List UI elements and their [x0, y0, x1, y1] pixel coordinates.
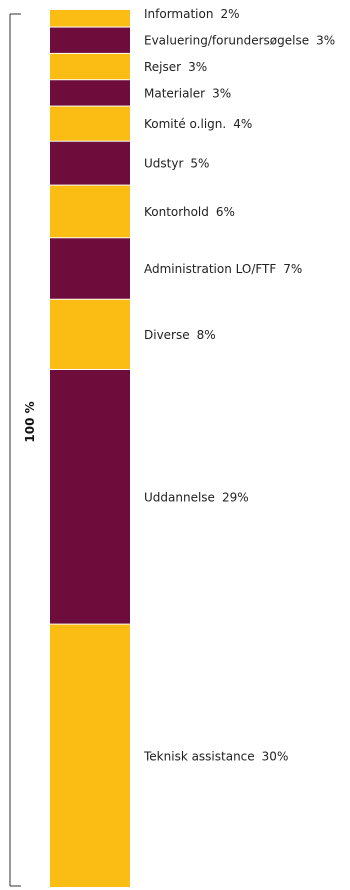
bar-segment [50, 27, 130, 53]
segment-value: 8% [197, 328, 216, 342]
segment-name: Information [144, 7, 213, 21]
bar-segment [50, 141, 130, 185]
segment-name: Evaluering/forundersøgelse [144, 34, 309, 48]
total-bracket [9, 13, 21, 887]
bar-segment [50, 10, 130, 27]
segment-value: 29% [222, 490, 249, 504]
total-label-background [20, 398, 40, 446]
segment-name: Rejser [144, 60, 181, 74]
bar-segment [50, 106, 130, 141]
segment-label: Komité o.lign. 4% [144, 117, 252, 131]
segment-name: Diverse [144, 328, 190, 342]
segment-name: Materialer [144, 87, 205, 101]
segment-value: 3% [316, 34, 335, 48]
bar-segment [50, 185, 130, 238]
segment-label: Kontorhold 6% [144, 205, 235, 219]
segment-name: Administration LO/FTF [144, 262, 276, 276]
segment-value: 2% [220, 7, 239, 21]
segment-name: Kontorhold [144, 205, 209, 219]
segment-value: 5% [190, 157, 209, 171]
segment-label: Rejser 3% [144, 60, 207, 74]
segment-label: Materialer 3% [144, 87, 231, 101]
segment-label: Udstyr 5% [144, 157, 209, 171]
segment-label: Uddannelse 29% [144, 490, 249, 504]
bar-segment [50, 299, 130, 369]
segment-label: Diverse 8% [144, 328, 216, 342]
bar-segment [50, 53, 130, 80]
segment-name: Teknisk assistance [143, 749, 255, 763]
bar-segments [50, 10, 130, 887]
bar-segment [50, 369, 130, 624]
segment-name: Udstyr [144, 157, 183, 171]
segment-value: 4% [233, 117, 252, 131]
segment-value: 6% [216, 205, 235, 219]
segment-name: Uddannelse [144, 490, 215, 504]
segment-value: 30% [262, 749, 289, 763]
segment-name: Komité o.lign. [144, 117, 226, 131]
bar-segment [50, 238, 130, 299]
bar-segment [50, 624, 130, 887]
segment-label: Information 2% [144, 7, 240, 21]
segment-label: Evaluering/forundersøgelse 3% [144, 34, 335, 48]
segment-label: Administration LO/FTF 7% [144, 262, 302, 276]
segment-labels: Information 2% Evaluering/forundersøgelse 3… [143, 7, 335, 763]
segment-label: Teknisk assistance 30% [143, 749, 288, 763]
segment-value: 3% [188, 60, 207, 74]
bar-segment [50, 80, 130, 106]
total-label: 100 % [23, 401, 37, 442]
segment-value: 7% [283, 262, 302, 276]
segment-value: 3% [212, 87, 231, 101]
